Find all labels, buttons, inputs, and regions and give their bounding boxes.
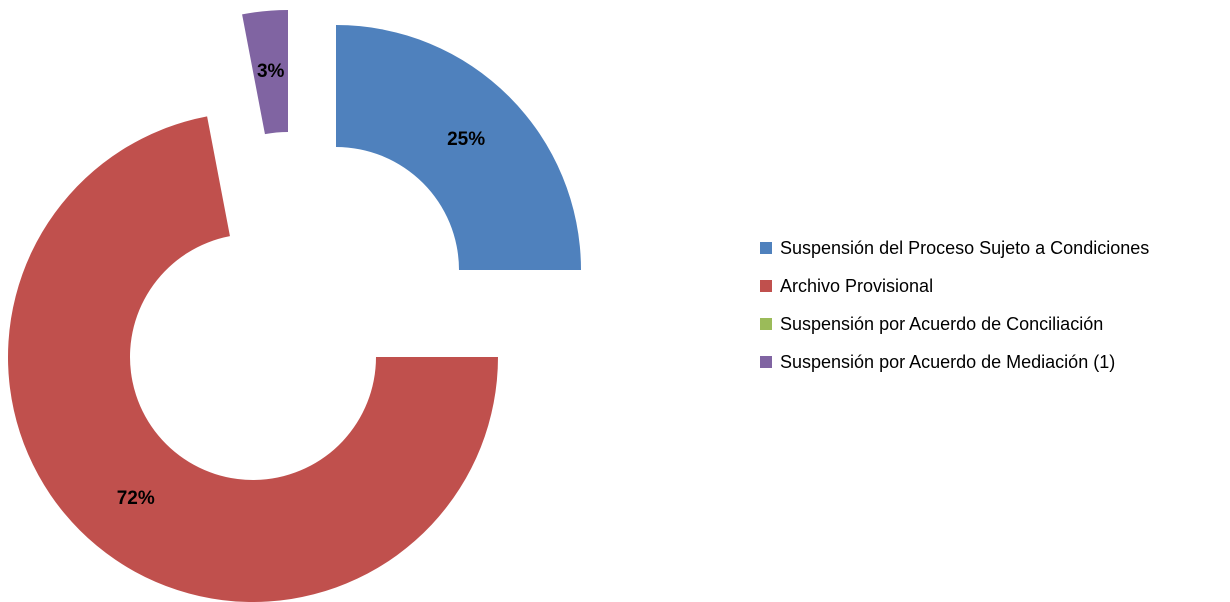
legend-item: Suspensión por Acuerdo de Conciliación [760,312,1220,336]
legend-label: Suspensión por Acuerdo de Conciliación [780,314,1104,334]
legend-item: Archivo Provisional [760,274,1220,298]
legend-swatch [760,356,772,368]
chart: 25% 72% 3% [8,10,581,602]
legend-label: Suspensión del Proceso Sujeto a Condicio… [780,238,1150,258]
slice [336,25,581,270]
data-label: 72% [117,488,155,509]
slice [8,116,498,602]
slice [242,10,288,135]
legend-item: Suspensión por Acuerdo de Mediación (1) [760,350,1220,374]
legend-label: Archivo Provisional [780,276,934,296]
legend-swatch [760,318,772,330]
legend-item: Suspensión del Proceso Sujeto a Condicio… [760,236,1220,260]
legend-swatch [760,280,772,292]
data-label: 25% [447,129,485,150]
legend-label: Suspensión por Acuerdo de Mediación (1) [780,352,1116,372]
legend: Suspensión del Proceso Sujeto a Condicio… [760,236,1220,388]
data-label: 3% [257,61,285,82]
legend-swatch [760,242,772,254]
